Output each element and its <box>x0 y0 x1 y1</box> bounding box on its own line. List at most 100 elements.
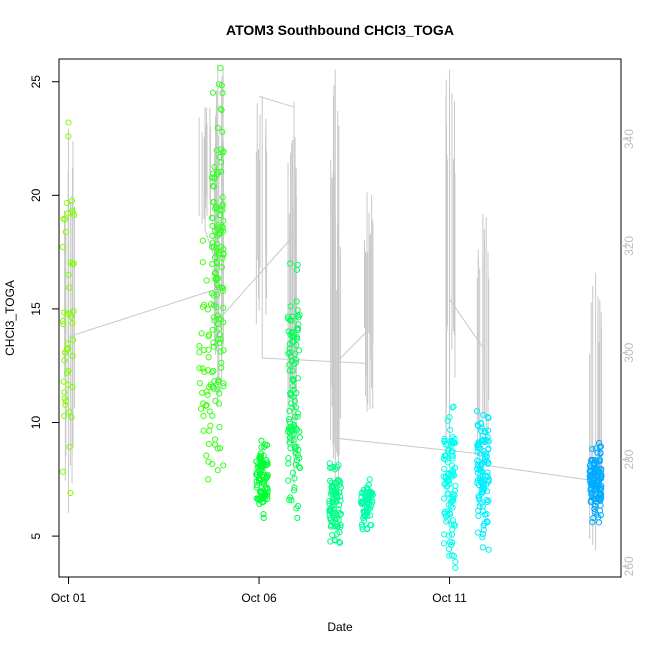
right-series-segment-8 <box>262 357 368 364</box>
data-point <box>69 336 76 343</box>
data-point <box>285 328 292 335</box>
data-point <box>294 413 301 420</box>
data-point <box>329 483 336 490</box>
data-point <box>285 350 292 357</box>
data-point <box>288 400 295 407</box>
data-point <box>291 484 298 491</box>
data-point <box>205 346 212 353</box>
data-point <box>290 487 298 494</box>
data-point <box>333 479 340 486</box>
data-point <box>479 482 487 489</box>
data-point <box>484 518 491 525</box>
data-point <box>589 479 596 487</box>
data-point <box>596 489 603 496</box>
data-point <box>214 275 221 282</box>
data-point <box>60 378 67 385</box>
data-point <box>286 429 294 436</box>
data-point <box>210 367 217 375</box>
data-point <box>444 482 451 489</box>
data-point <box>209 215 216 222</box>
data-point <box>441 481 448 488</box>
data-point <box>473 408 481 415</box>
data-point <box>334 523 341 530</box>
x-axis: Oct 01 Oct 06 Oct 11 <box>51 577 467 605</box>
data-point <box>209 182 217 189</box>
data-point <box>216 390 223 397</box>
data-point <box>257 477 265 484</box>
data-point <box>479 432 486 439</box>
data-point <box>219 149 226 156</box>
data-point <box>205 331 213 338</box>
data-point <box>367 521 374 528</box>
data-point <box>483 481 490 488</box>
data-point <box>217 335 224 343</box>
data-point <box>220 347 227 354</box>
data-point <box>440 540 448 547</box>
data-point <box>594 471 602 478</box>
data-point <box>67 489 74 497</box>
data-point <box>474 457 481 464</box>
data-point <box>293 298 300 305</box>
data-point <box>196 342 203 350</box>
data-point <box>485 445 492 452</box>
data-point <box>219 319 227 326</box>
data-point <box>216 224 223 231</box>
y-right-tick-label: 340 <box>622 129 636 149</box>
data-point <box>479 480 487 487</box>
data-point <box>291 475 298 482</box>
data-point <box>219 207 226 214</box>
data-point <box>208 174 215 181</box>
data-point <box>218 146 225 153</box>
data-point <box>69 352 76 359</box>
data-point <box>215 378 222 386</box>
data-point <box>337 521 344 529</box>
data-point <box>360 512 368 519</box>
data-point <box>366 489 373 496</box>
data-point <box>216 331 223 338</box>
data-point <box>441 495 448 502</box>
data-point <box>66 443 73 450</box>
right-series-segment-18 <box>482 464 596 482</box>
data-point <box>204 391 211 398</box>
data-point <box>59 468 66 475</box>
data-point <box>218 359 225 366</box>
data-point <box>367 505 374 512</box>
data-point <box>285 477 292 484</box>
x-tick-label: Oct 01 <box>51 591 87 605</box>
data-point <box>218 159 225 166</box>
data-point <box>336 539 344 547</box>
data-point <box>597 471 604 478</box>
data-point <box>596 444 604 451</box>
data-point <box>201 368 208 375</box>
data-point <box>294 375 302 382</box>
data-point <box>205 476 212 483</box>
data-point <box>594 496 601 503</box>
data-point <box>588 489 595 496</box>
data-point <box>474 421 481 429</box>
data-point <box>448 552 456 559</box>
data-point <box>481 451 488 458</box>
data-point <box>288 357 296 364</box>
right-series-segment-1 <box>68 288 218 338</box>
data-point <box>210 385 217 392</box>
data-point <box>216 249 223 256</box>
data-point <box>474 477 481 484</box>
data-point <box>294 325 301 332</box>
data-point <box>258 437 265 444</box>
data-point <box>290 339 297 346</box>
data-point <box>293 457 301 464</box>
data-point <box>449 504 456 511</box>
data-point <box>214 124 221 131</box>
data-point <box>452 558 459 565</box>
data-point <box>62 401 69 409</box>
data-point <box>326 477 334 484</box>
data-point <box>289 469 297 476</box>
data-point <box>445 446 452 453</box>
data-point <box>292 350 299 357</box>
data-point <box>213 205 220 212</box>
data-point <box>214 281 221 289</box>
data-point <box>209 326 216 333</box>
data-point <box>448 452 455 460</box>
data-point <box>211 174 218 181</box>
data-point <box>479 534 486 541</box>
